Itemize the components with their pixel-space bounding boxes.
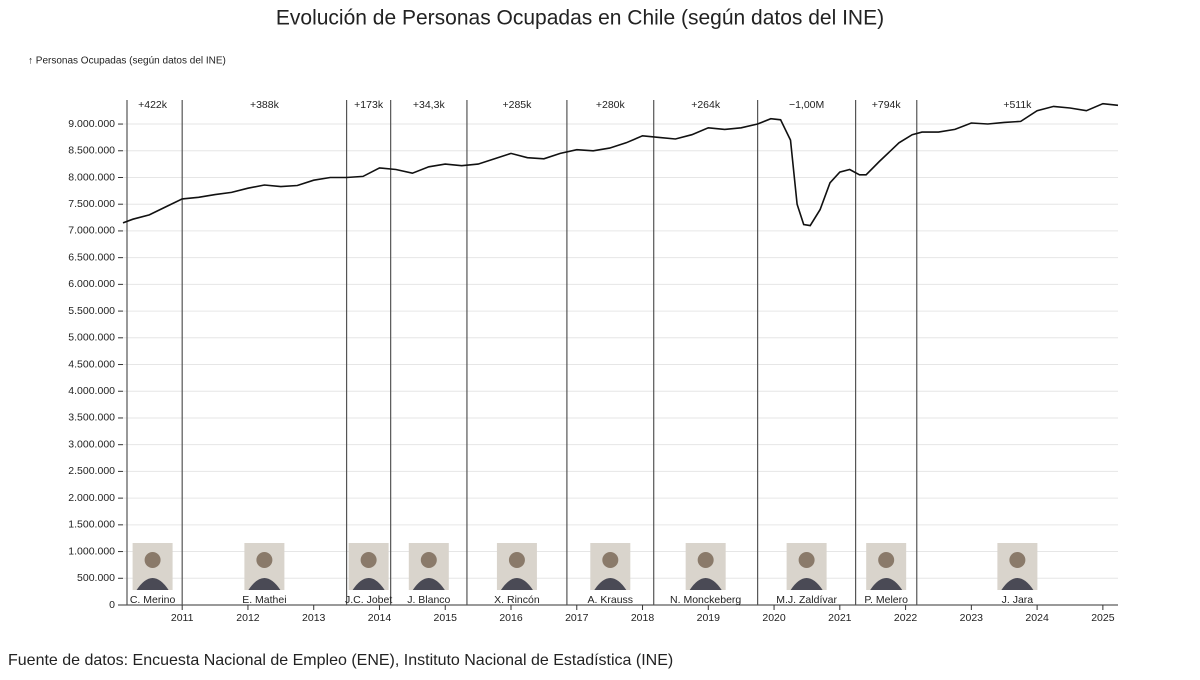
x-tick-label: 2019 xyxy=(697,612,721,624)
period-change: +264k xyxy=(691,99,721,111)
portrait-body xyxy=(790,578,823,590)
period-change: +173k xyxy=(354,99,384,111)
period-change: +388k xyxy=(250,99,280,111)
y-tick-label: 4.000.000 xyxy=(68,385,115,397)
period-name: E. Mathei xyxy=(242,594,286,606)
portrait-head xyxy=(256,552,273,568)
period-change: +511k xyxy=(1003,99,1032,111)
portrait-head xyxy=(602,552,619,568)
period-change: +794k xyxy=(872,99,902,111)
portrait-body xyxy=(870,578,903,590)
y-tick-label: 6.000.000 xyxy=(68,278,115,290)
period-name: P. Melero xyxy=(864,594,908,606)
portrait-body xyxy=(412,578,445,590)
y-tick-label: 1.500.000 xyxy=(68,519,115,531)
x-tick-label: 2015 xyxy=(434,612,458,624)
portrait-head xyxy=(798,552,815,568)
x-tick-label: 2020 xyxy=(762,612,786,624)
y-tick-label: 8.000.000 xyxy=(68,171,115,183)
x-tick-label: 2021 xyxy=(828,612,852,624)
x-tick-label: 2013 xyxy=(302,612,326,624)
portrait-body xyxy=(594,578,627,590)
x-tick-label: 2016 xyxy=(499,612,523,624)
x-tick-label: 2018 xyxy=(631,612,655,624)
portrait-head xyxy=(508,552,525,568)
x-tick-label: 2012 xyxy=(236,612,260,624)
y-tick-label: 1.000.000 xyxy=(68,545,115,557)
data-line xyxy=(122,102,1119,227)
period-name: N. Monckeberg xyxy=(670,594,741,606)
portrait-body xyxy=(1001,578,1034,590)
portrait-body xyxy=(248,578,281,590)
period-name: J.C. Jobet xyxy=(345,594,392,606)
portrait-body xyxy=(352,578,385,590)
y-tick-label: 3.500.000 xyxy=(68,412,115,424)
y-tick-label: 2.500.000 xyxy=(68,465,115,477)
period-change: −1,00M xyxy=(789,99,824,111)
portrait-head xyxy=(878,552,895,568)
y-tick-label: 5.500.000 xyxy=(68,305,115,317)
source-note: Fuente de datos: Encuesta Nacional de Em… xyxy=(8,652,673,669)
period-name: M.J. Zaldívar xyxy=(776,594,837,606)
x-tick-label: 2022 xyxy=(894,612,918,624)
y-tick-label: 8.500.000 xyxy=(68,145,115,157)
portrait-head xyxy=(144,552,161,568)
y-axis-label: ↑ Personas Ocupadas (según datos del INE… xyxy=(28,56,226,67)
portrait-body xyxy=(500,578,533,590)
y-tick-label: 6.500.000 xyxy=(68,251,115,263)
period-change: +422k xyxy=(138,99,168,111)
period-name: J. Jara xyxy=(1002,594,1034,606)
portrait-head xyxy=(360,552,377,568)
y-tick-label: 0 xyxy=(109,599,115,611)
period-name: X. Rincón xyxy=(494,594,540,606)
x-tick-label: 2017 xyxy=(565,612,589,624)
x-tick-label: 2025 xyxy=(1091,612,1115,624)
y-tick-label: 7.000.000 xyxy=(68,225,115,237)
y-tick-label: 2.000.000 xyxy=(68,492,115,504)
portrait-body xyxy=(689,578,722,590)
period-change: +285k xyxy=(502,99,532,111)
x-tick-label: 2024 xyxy=(1025,612,1049,624)
x-tick-label: 2011 xyxy=(171,612,194,624)
y-tick-label: 500.000 xyxy=(77,572,115,584)
period-name: J. Blanco xyxy=(407,594,450,606)
x-tick-label: 2023 xyxy=(960,612,984,624)
period-change: +34,3k xyxy=(413,99,446,111)
portrait-head xyxy=(1009,552,1026,568)
y-tick-label: 3.000.000 xyxy=(68,438,115,450)
portrait-body xyxy=(136,578,169,590)
y-tick-label: 4.500.000 xyxy=(68,358,115,370)
y-tick-label: 5.000.000 xyxy=(68,332,115,344)
portrait-head xyxy=(697,552,714,568)
x-tick-label: 2014 xyxy=(368,612,392,624)
chart-title: Evolución de Personas Ocupadas en Chile … xyxy=(276,7,884,30)
y-tick-label: 9.000.000 xyxy=(68,118,115,130)
portrait-head xyxy=(420,552,437,568)
y-tick-label: 7.500.000 xyxy=(68,198,115,210)
period-name: A. Krauss xyxy=(588,594,634,606)
period-name: C. Merino xyxy=(130,594,176,606)
period-change: +280k xyxy=(596,99,626,111)
